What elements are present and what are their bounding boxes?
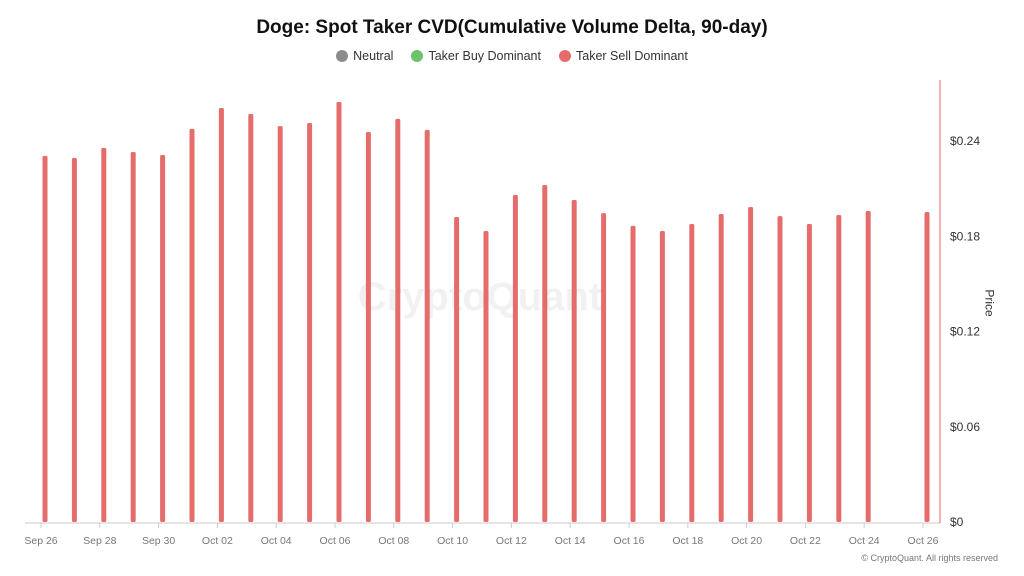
- bar-oct-01: [189, 128, 195, 522]
- bar-oct-19: [718, 214, 724, 522]
- bar-oct-07: [365, 131, 371, 523]
- bar-oct-06: [336, 101, 342, 522]
- y-tick-label: $0.24: [950, 134, 980, 148]
- bar-sep-30: [160, 154, 166, 522]
- bar-sep-26: [42, 155, 48, 523]
- bar-oct-15: [601, 213, 607, 522]
- bar-oct-21: [777, 216, 783, 522]
- x-tick-label: Oct 12: [496, 535, 527, 547]
- x-tick-label: Oct 14: [555, 535, 586, 547]
- legend-item-neutral[interactable]: Neutral: [336, 49, 393, 63]
- sell-dot-icon: [559, 50, 571, 62]
- x-tick-label: Sep 30: [142, 535, 175, 547]
- x-tick-label: Oct 08: [378, 535, 409, 547]
- bar-oct-26: [924, 211, 930, 522]
- legend: Neutral Taker Buy Dominant Taker Sell Do…: [0, 49, 1024, 63]
- copyright: © CryptoQuant. All rights reserved: [861, 553, 998, 563]
- bar-sep-28: [101, 147, 107, 523]
- bar-oct-22: [806, 224, 812, 522]
- bar-oct-13: [542, 184, 548, 522]
- x-tick-label: Oct 26: [908, 535, 939, 547]
- x-tick-label: Sep 28: [83, 535, 116, 547]
- bar-oct-23: [836, 214, 842, 523]
- x-tick-label: Oct 24: [849, 535, 880, 547]
- x-tick-label: Oct 22: [790, 535, 821, 547]
- bar-oct-14: [571, 200, 577, 522]
- bar-oct-18: [689, 224, 695, 522]
- bar-oct-12: [512, 194, 518, 522]
- bar-oct-20: [748, 207, 754, 523]
- x-tick-label: Oct 18: [672, 535, 703, 547]
- x-tick-label: Oct 02: [202, 535, 233, 547]
- y-tick-label: $0.18: [950, 229, 980, 243]
- x-tick-label: Oct 16: [614, 535, 645, 547]
- y-tick-label: $0: [950, 515, 964, 529]
- bar-oct-10: [454, 217, 460, 522]
- y-tick-label: $0.06: [950, 420, 980, 434]
- neutral-dot-icon: [336, 50, 349, 62]
- bar-oct-05: [307, 123, 313, 522]
- bar-oct-03: [248, 114, 254, 522]
- bar-oct-02: [218, 107, 224, 522]
- bar-oct-09: [424, 130, 430, 522]
- legend-label: Taker Sell Dominant: [576, 49, 688, 63]
- bar-oct-17: [659, 231, 665, 523]
- legend-label: Neutral: [353, 49, 394, 63]
- x-tick-label: Oct 06: [320, 535, 351, 547]
- legend-item-taker-buy[interactable]: Taker Buy Dominant: [411, 49, 541, 63]
- x-tick-label: Oct 04: [261, 535, 292, 547]
- x-tick-label: Oct 20: [731, 535, 762, 547]
- y-axis-label: Price: [982, 289, 997, 317]
- bar-oct-04: [277, 126, 283, 522]
- buy-dot-icon: [411, 50, 424, 62]
- y-tick-label: $0.12: [950, 325, 980, 339]
- bar-sep-29: [130, 151, 136, 523]
- legend-label: Taker Buy Dominant: [428, 49, 541, 63]
- x-tick-label: Oct 10: [437, 535, 468, 547]
- chart-title: Doge: Spot Taker CVD(Cumulative Volume D…: [256, 17, 768, 38]
- bar-oct-16: [630, 225, 636, 522]
- bar-oct-24: [865, 211, 871, 523]
- x-tick-label: Sep 26: [24, 535, 57, 547]
- bar-sep-27: [71, 157, 77, 522]
- bar-oct-08: [395, 118, 401, 522]
- bar-oct-11: [483, 231, 489, 523]
- legend-item-taker-sell[interactable]: Taker Sell Dominant: [559, 49, 688, 63]
